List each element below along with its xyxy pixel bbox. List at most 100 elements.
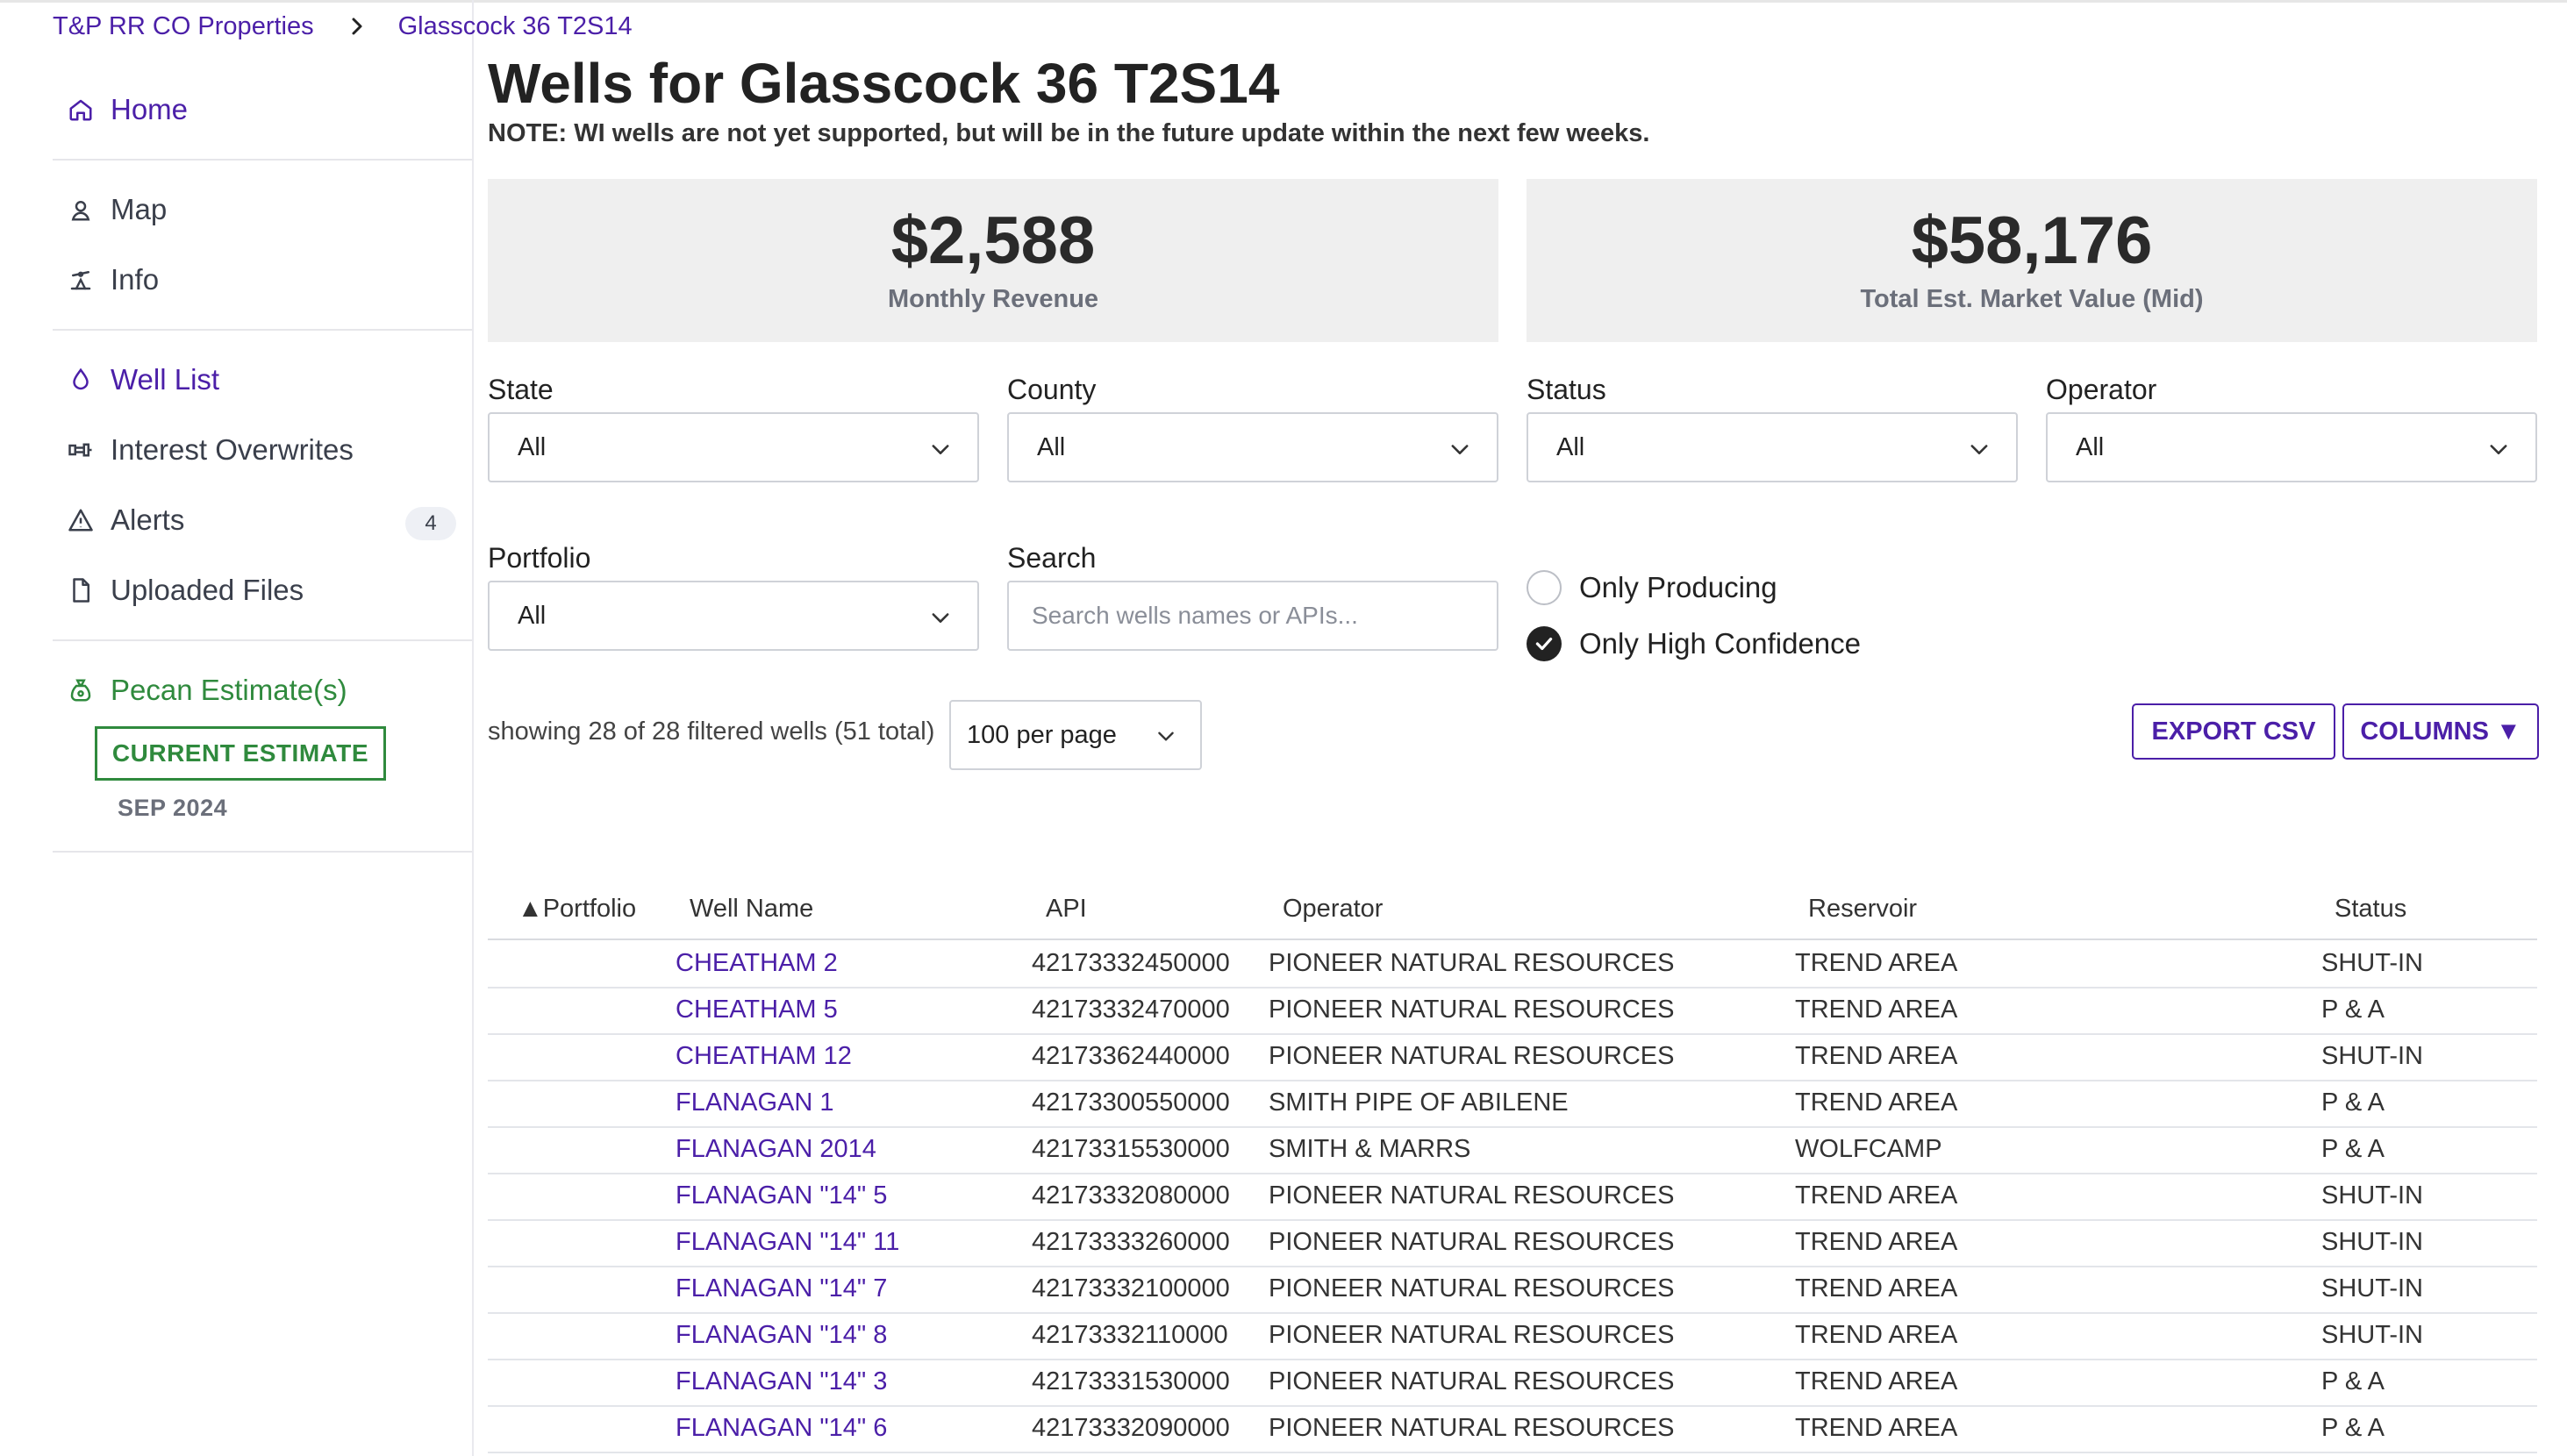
sidebar-item-uploaded-files[interactable]: Uploaded Files xyxy=(67,569,304,611)
sidebar: Home Map Info Well List Interest Overwri… xyxy=(0,0,474,1456)
monthly-revenue-value: $2,588 xyxy=(890,203,1096,278)
operator-select[interactable]: All xyxy=(2046,412,2537,482)
column-header-well-name[interactable]: Well Name xyxy=(690,895,814,923)
sidebar-item-label: Home xyxy=(111,93,189,125)
cell-operator: PIONEER NATURAL RESOURCES xyxy=(1269,1181,1675,1210)
export-csv-button[interactable]: EXPORT CSV xyxy=(2132,703,2335,760)
market-value-value: $58,176 xyxy=(1911,203,2153,278)
sidebar-item-well-list[interactable]: Well List xyxy=(67,359,219,401)
cell-well-name-link[interactable]: FLANAGAN "14" 8 xyxy=(676,1321,888,1349)
cell-status: SHUT-IN xyxy=(2321,1042,2423,1070)
cell-reservoir: TREND AREA xyxy=(1795,1228,1958,1256)
cell-well-name-link[interactable]: FLANAGAN "14" 5 xyxy=(676,1181,888,1210)
cell-reservoir: WOLFCAMP xyxy=(1795,1135,1942,1163)
only-producing-label: Only Producing xyxy=(1579,571,1777,603)
columns-button[interactable]: COLUMNS ▼ xyxy=(2342,703,2539,760)
search-placeholder: Search wells names or APIs... xyxy=(1032,602,1358,629)
current-estimate-button[interactable]: CURRENT ESTIMATE xyxy=(95,726,386,781)
state-select[interactable]: All xyxy=(488,412,979,482)
cell-well-name-link[interactable]: CHEATHAM 12 xyxy=(676,1042,852,1070)
column-header-api[interactable]: API xyxy=(1046,895,1087,923)
per-page-select[interactable]: 100 per page xyxy=(949,700,1202,770)
cell-operator: SMITH PIPE OF ABILENE xyxy=(1269,1088,1569,1117)
portfolio-select-value: All xyxy=(518,601,547,630)
breadcrumb-link-current[interactable]: Glasscock 36 T2S14 xyxy=(397,11,633,40)
alerts-count-badge: 4 xyxy=(405,507,456,540)
column-header-reservoir[interactable]: Reservoir xyxy=(1808,895,1918,923)
sidebar-item-label: Alerts xyxy=(111,503,185,536)
county-select-value: All xyxy=(1037,432,1066,461)
cell-well-name-link[interactable]: FLANAGAN 1 xyxy=(676,1088,834,1117)
sidebar-item-map[interactable]: Map xyxy=(67,189,167,231)
cell-reservoir: TREND AREA xyxy=(1795,1042,1958,1070)
cell-status: P & A xyxy=(2321,1135,2385,1163)
cell-operator: PIONEER NATURAL RESOURCES xyxy=(1269,1228,1675,1256)
cell-status: SHUT-IN xyxy=(2321,949,2423,977)
sidebar-divider xyxy=(53,159,472,161)
sidebar-item-label: Interest Overwrites xyxy=(111,433,354,466)
cell-api: 42173332450000 xyxy=(1032,949,1230,977)
checkmark-circle-icon xyxy=(1527,626,1562,661)
cell-operator: PIONEER NATURAL RESOURCES xyxy=(1269,1414,1675,1442)
cell-well-name-link[interactable]: FLANAGAN "14" 6 xyxy=(676,1414,888,1442)
cell-status: SHUT-IN xyxy=(2321,1181,2423,1210)
cell-status: P & A xyxy=(2321,1414,2385,1442)
cell-reservoir: TREND AREA xyxy=(1795,1181,1958,1210)
portfolio-select[interactable]: All xyxy=(488,581,979,651)
search-input[interactable]: Search wells names or APIs... xyxy=(1007,581,1498,651)
sidebar-divider xyxy=(53,329,472,331)
cell-operator: PIONEER NATURAL RESOURCES xyxy=(1269,996,1675,1024)
operator-filter-label: Operator xyxy=(2046,374,2157,405)
cell-status: SHUT-IN xyxy=(2321,1274,2423,1303)
map-pin-icon xyxy=(67,196,95,224)
cell-well-name-link[interactable]: CHEATHAM 5 xyxy=(676,996,838,1024)
cell-api: 42173315530000 xyxy=(1032,1135,1230,1163)
table-row: FLANAGAN "14" 8 42173332110000 PIONEER N… xyxy=(488,1312,2537,1360)
market-value-card: $58,176 Total Est. Market Value (Mid) xyxy=(1527,179,2537,342)
table-row: FLANAGAN "14" 11 42173333260000 PIONEER … xyxy=(488,1219,2537,1267)
cell-well-name-link[interactable]: CHEATHAM 2 xyxy=(676,949,838,977)
table-row: FLANAGAN 2014 42173315530000 SMITH & MAR… xyxy=(488,1126,2537,1174)
cell-well-name-link[interactable]: FLANAGAN 2014 xyxy=(676,1135,876,1163)
county-filter-label: County xyxy=(1007,374,1097,405)
cell-well-name-link[interactable]: FLANAGAN "14" 11 xyxy=(676,1228,900,1256)
breadcrumb-link-properties[interactable]: T&P RR CO Properties xyxy=(53,11,314,40)
top-border xyxy=(0,0,2567,3)
only-producing-checkbox[interactable]: Only Producing xyxy=(1527,568,1777,607)
status-select[interactable]: All xyxy=(1527,412,2018,482)
chevron-right-icon xyxy=(344,14,368,39)
sidebar-item-home[interactable]: Home xyxy=(67,89,188,131)
monthly-revenue-label: Monthly Revenue xyxy=(887,284,1099,313)
chevron-down-icon xyxy=(1970,445,1988,454)
cell-operator: SMITH & MARRS xyxy=(1269,1135,1471,1163)
sidebar-item-pecan-estimates[interactable]: Pecan Estimate(s) xyxy=(67,669,347,711)
cell-well-name-link[interactable]: FLANAGAN "14" 3 xyxy=(676,1367,888,1395)
column-header-operator[interactable]: Operator xyxy=(1283,895,1384,923)
sidebar-divider xyxy=(53,639,472,641)
sidebar-item-alerts[interactable]: Alerts xyxy=(67,499,184,541)
cell-operator: PIONEER NATURAL RESOURCES xyxy=(1269,1321,1675,1349)
only-high-confidence-checkbox[interactable]: Only High Confidence xyxy=(1527,625,1861,663)
county-select[interactable]: All xyxy=(1007,412,1498,482)
droplet-icon xyxy=(67,366,95,394)
sidebar-item-info[interactable]: Info xyxy=(67,259,159,301)
wi-note: NOTE: WI wells are not yet supported, bu… xyxy=(488,119,1650,147)
table-row: CHEATHAM 12 42173362440000 PIONEER NATUR… xyxy=(488,1033,2537,1081)
sidebar-item-label: Map xyxy=(111,193,168,225)
table-row: FLANAGAN 1 42173300550000 SMITH PIPE OF … xyxy=(488,1080,2537,1128)
column-header-status[interactable]: Status xyxy=(2335,895,2407,923)
home-icon xyxy=(67,96,95,124)
sidebar-item-interest-overwrites[interactable]: Interest Overwrites xyxy=(67,429,354,471)
cell-api: 42173332470000 xyxy=(1032,996,1230,1024)
sidebar-item-label: Uploaded Files xyxy=(111,574,304,606)
cell-status: SHUT-IN xyxy=(2321,1321,2423,1349)
column-header-portfolio[interactable]: ▲Portfolio xyxy=(518,895,637,923)
monthly-revenue-card: $2,588 Monthly Revenue xyxy=(488,179,1498,342)
cell-api: 42173300550000 xyxy=(1032,1088,1230,1117)
cell-well-name-link[interactable]: FLANAGAN "14" 7 xyxy=(676,1274,888,1303)
estimate-date-link[interactable]: SEP 2024 xyxy=(118,795,228,821)
only-high-confidence-label: Only High Confidence xyxy=(1579,627,1862,660)
state-select-value: All xyxy=(518,432,547,461)
pipe-icon xyxy=(67,436,95,464)
sidebar-divider xyxy=(53,851,472,853)
